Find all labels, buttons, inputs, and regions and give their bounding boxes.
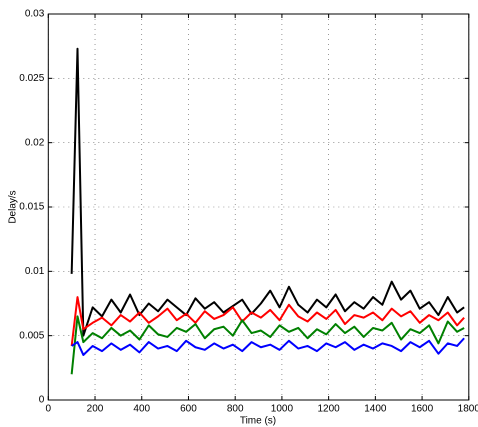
y-tick-label: 0 <box>39 395 45 406</box>
y-tick-label: 0.03 <box>25 9 45 20</box>
series-line <box>71 337 465 356</box>
x-tick-label: 400 <box>133 404 150 415</box>
x-axis-label: Time (s) <box>240 416 276 427</box>
y-tick-label: 0.01 <box>25 266 45 277</box>
y-tick-label: 0.015 <box>19 202 44 213</box>
x-tick-label: 1800 <box>458 404 478 415</box>
series-line <box>70 315 465 375</box>
x-tick-label: 1000 <box>271 404 294 415</box>
series-line <box>70 47 465 337</box>
x-tick-label: 600 <box>180 404 197 415</box>
x-tick-label: 1400 <box>364 404 387 415</box>
x-tick-label: 1600 <box>411 404 434 415</box>
x-tick-label: 0 <box>46 404 52 415</box>
x-tick-label: 800 <box>227 404 244 415</box>
y-axis-label: Delay/s <box>8 190 19 223</box>
x-tick-label: 1200 <box>318 404 341 415</box>
y-tick-label: 0.02 <box>25 137 45 148</box>
y-tick-label: 0.025 <box>19 73 44 84</box>
x-tick-label: 200 <box>87 404 104 415</box>
plot-frame <box>47 13 470 401</box>
y-tick-label: 0.005 <box>19 330 44 341</box>
series-line <box>70 296 465 347</box>
